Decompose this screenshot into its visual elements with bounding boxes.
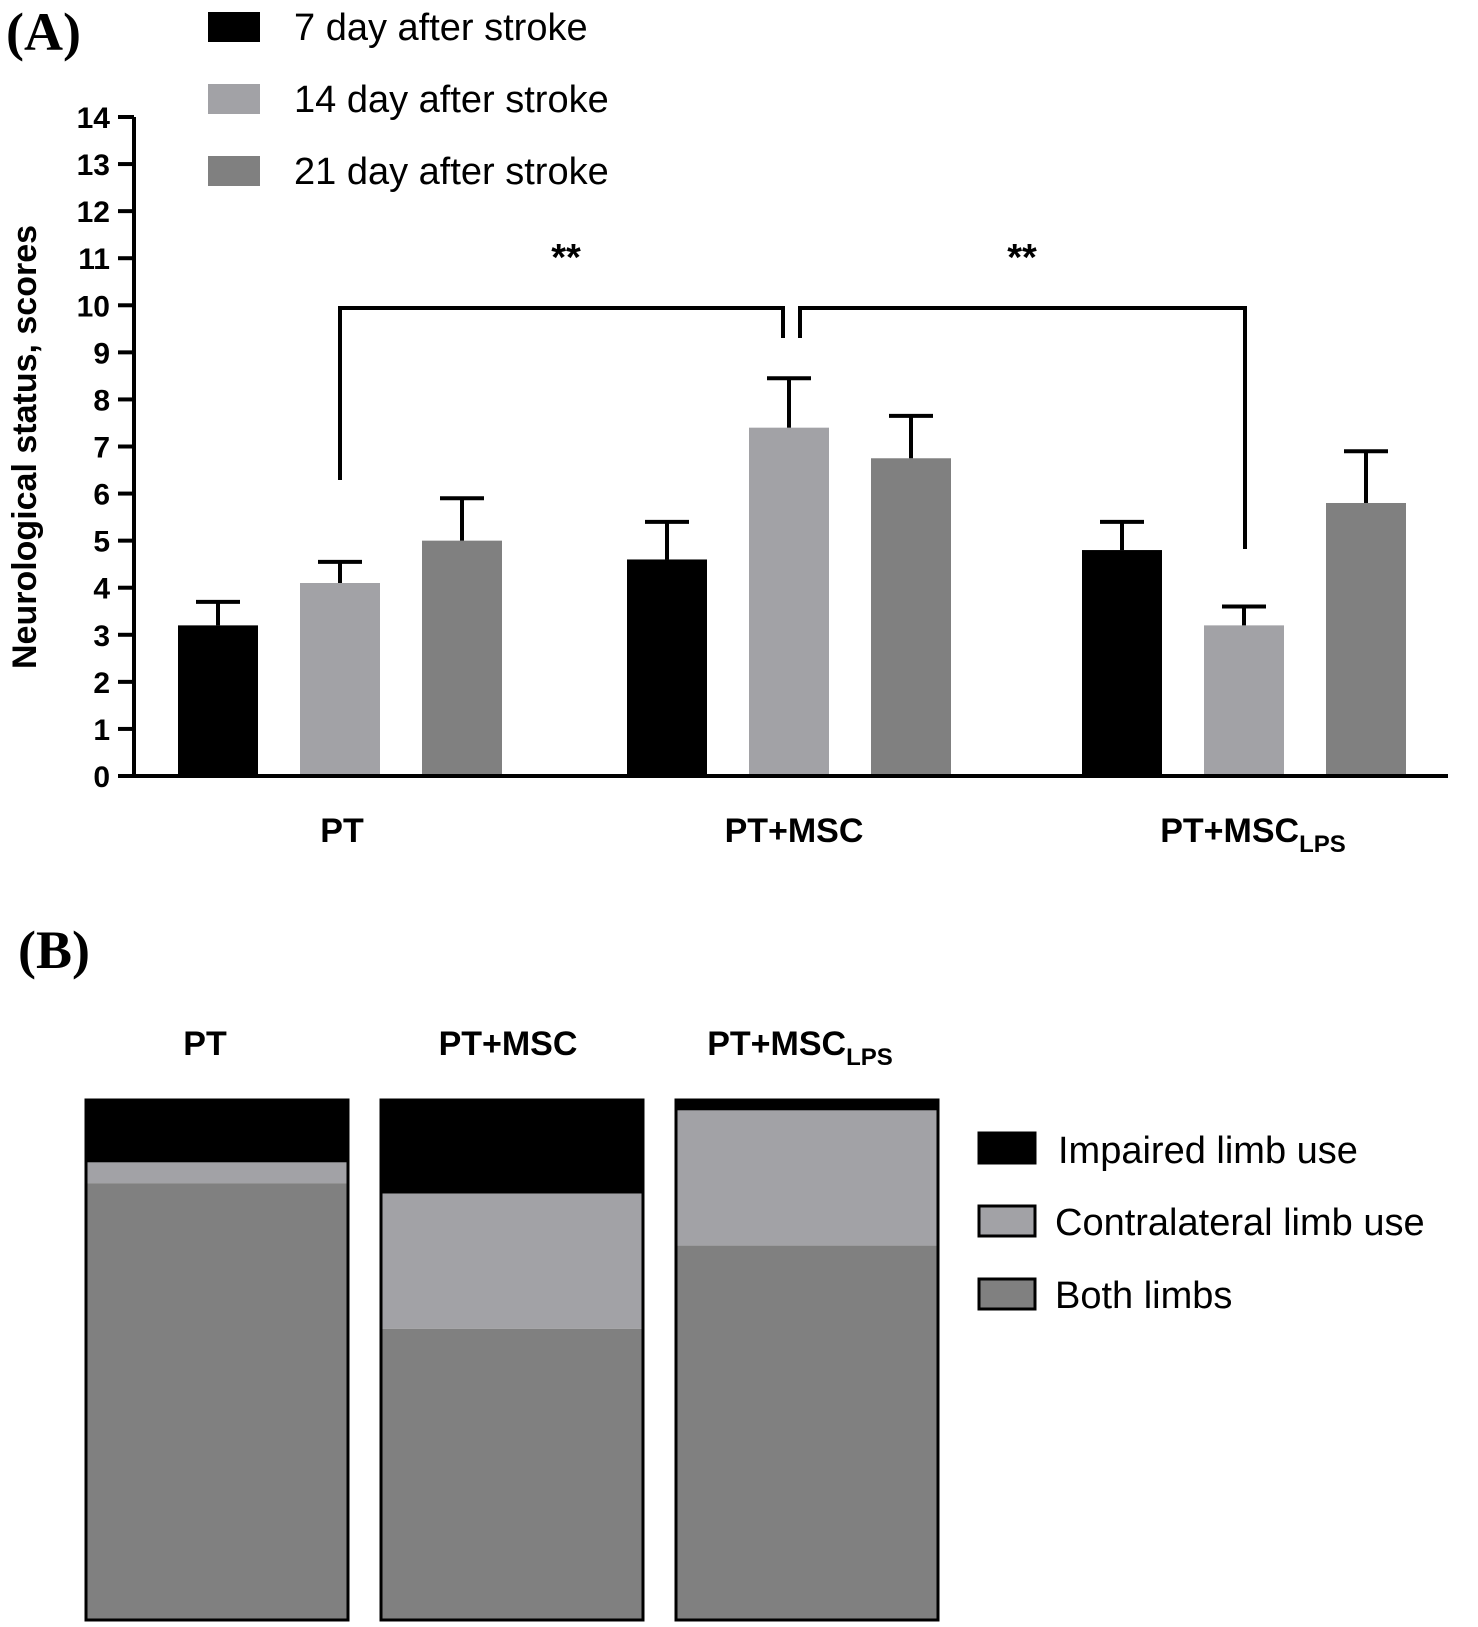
legend-swatch-both <box>977 1277 1037 1311</box>
stack-outline <box>379 1098 645 1622</box>
y-tick-label: 7 <box>93 432 110 465</box>
legend-label-day21: 21 day after stroke <box>294 151 609 193</box>
stacked-bars <box>84 1098 940 1622</box>
bar <box>627 559 707 776</box>
y-tick-label: 10 <box>77 290 110 323</box>
bar <box>1082 550 1162 776</box>
legend-label-day7: 7 day after stroke <box>294 7 588 49</box>
panel-b-label: (B) <box>18 920 90 980</box>
category-label-pt: PT <box>320 812 364 850</box>
stack-title-pt: PT <box>183 1025 227 1063</box>
category-main: PT+MSC <box>1160 812 1299 850</box>
legend-label-contralateral: Contralateral limb use <box>1055 1202 1425 1244</box>
y-tick-label: 5 <box>93 526 110 559</box>
legend-swatch-day14 <box>208 84 260 114</box>
category-main: PT <box>183 1025 227 1063</box>
x-category-labels: PT PT+MSC PT+MSCLPS <box>320 812 1346 858</box>
y-tick-label: 3 <box>93 620 110 653</box>
stack-outline <box>674 1098 940 1622</box>
stack-segment <box>86 1162 348 1184</box>
y-tick-label: 14 <box>77 102 111 135</box>
legend-swatch-day7 <box>208 12 260 42</box>
stack-title-pt-msc: PT+MSC <box>439 1025 578 1063</box>
legend-swatch-day21 <box>208 156 260 186</box>
y-tick-label: 8 <box>93 384 110 417</box>
bar <box>178 625 258 776</box>
y-tick-label: 4 <box>93 573 110 606</box>
panel-a-chart: 7 day after stroke 14 day after stroke 2… <box>6 7 1448 858</box>
bar <box>300 583 380 776</box>
y-tick-label: 1 <box>93 714 110 747</box>
legend-swatch-contralateral <box>977 1204 1037 1238</box>
bar <box>422 540 502 776</box>
category-label-pt-msc-lps: PT+MSCLPS <box>1160 812 1346 858</box>
y-tick-label: 11 <box>78 243 110 276</box>
stack-segment <box>676 1245 938 1620</box>
y-tick-label: 6 <box>93 479 110 512</box>
stack-outline <box>84 1098 350 1622</box>
y-tick-label: 12 <box>77 196 110 229</box>
bars <box>178 427 1406 776</box>
stack-segment <box>381 1328 643 1620</box>
bar <box>871 458 951 776</box>
y-tick-label: 13 <box>77 149 110 182</box>
y-tick-label: 0 <box>93 761 110 794</box>
legend-label-impaired: Impaired limb use <box>1058 1130 1358 1172</box>
stack-segment <box>676 1110 938 1246</box>
error-bars <box>196 376 1388 626</box>
legend-label-day14: 14 day after stroke <box>294 79 609 121</box>
panel-a-label: (A) <box>6 2 81 62</box>
category-main: PT+MSC <box>725 812 864 850</box>
stack-segment <box>676 1100 938 1111</box>
stack-title-pt-msc-lps: PT+MSCLPS <box>707 1025 893 1071</box>
legend-swatch-impaired <box>977 1131 1037 1165</box>
category-main: PT+MSC <box>439 1025 578 1063</box>
stack-segment <box>86 1100 348 1163</box>
stack-category-labels: PT PT+MSC PT+MSCLPS <box>183 1025 893 1071</box>
y-tick-label: 9 <box>93 337 110 370</box>
sig-label-right: ** <box>1007 237 1037 279</box>
bar <box>1326 502 1406 776</box>
stack-segment <box>381 1193 643 1329</box>
category-sub: LPS <box>1299 831 1346 858</box>
stack-segment <box>381 1100 643 1194</box>
category-main: PT+MSC <box>707 1025 846 1063</box>
y-axis-label: Neurological status, scores <box>6 225 44 669</box>
sig-label-left: ** <box>551 237 581 279</box>
sig-bracket-left <box>338 306 785 480</box>
category-sub: LPS <box>846 1044 893 1071</box>
significance-brackets: ** ** <box>338 237 1247 549</box>
bar <box>749 427 829 776</box>
bar <box>1204 625 1284 776</box>
stack-segment <box>86 1183 348 1620</box>
sig-bracket-right <box>798 306 1247 549</box>
legend-b: Impaired limb use Contralateral limb use… <box>977 1130 1425 1317</box>
category-main: PT <box>320 812 364 850</box>
legend-a: 7 day after stroke 14 day after stroke 2… <box>208 7 609 193</box>
category-label-pt-msc: PT+MSC <box>725 812 864 850</box>
legend-label-both: Both limbs <box>1055 1275 1232 1317</box>
y-tick-label: 2 <box>93 667 110 700</box>
panel-b-chart: PT PT+MSC PT+MSCLPS Impaired limb use Co… <box>84 1025 1425 1622</box>
